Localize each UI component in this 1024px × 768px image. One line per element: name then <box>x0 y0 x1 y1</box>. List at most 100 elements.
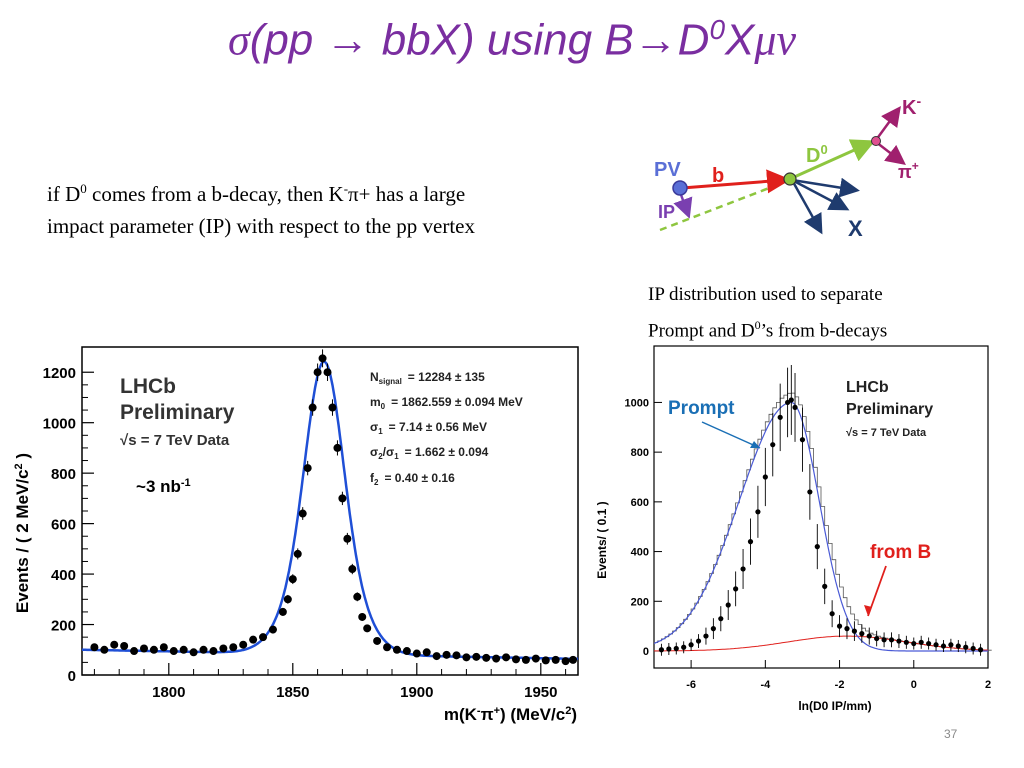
data-point <box>239 640 248 649</box>
data-point <box>189 648 198 657</box>
b-label: b <box>712 165 724 187</box>
mass-plot-x-label: m(K-π+) (MeV/c2) <box>444 705 577 724</box>
x-tick-label: 0 <box>911 679 917 691</box>
data-point <box>472 652 481 661</box>
data-point <box>442 650 451 659</box>
prompt-label: Prompt <box>668 398 735 419</box>
data-point <box>179 645 188 654</box>
data-point <box>343 534 352 543</box>
param-sigma1: σ1 = 7.14 ± 0.56 MeV <box>370 420 487 436</box>
data-point <box>688 642 694 648</box>
x-track-1 <box>791 177 860 198</box>
y-tick-label: 800 <box>631 447 649 459</box>
energy-label: √s = 7 TeV Data <box>846 427 927 439</box>
data-point <box>328 403 337 412</box>
param-f2: f2 = 0.40 ± 0.16 <box>370 471 455 487</box>
data-point <box>219 644 228 653</box>
mass-plot-x-ticks: 1800 1850 1900 1950 <box>93 663 567 701</box>
ip-plot-x-label: ln(D0 IP/mm) <box>798 699 871 713</box>
data-point <box>807 489 813 495</box>
data-point <box>199 645 208 654</box>
data-point <box>462 653 471 662</box>
x-label: X <box>848 216 863 241</box>
y-tick-label: 1000 <box>43 416 76 433</box>
data-point <box>293 549 302 558</box>
data-point <box>718 616 724 622</box>
data-point <box>733 586 739 592</box>
body-text: if D0 comes from a b-decay, then K-π+ ha… <box>47 173 475 242</box>
x-tick-label: 1950 <box>524 684 557 701</box>
pi-label: π+ <box>898 159 919 182</box>
data-point <box>681 644 687 650</box>
y-tick-label: 200 <box>631 596 649 608</box>
data-point <box>318 354 327 363</box>
data-point <box>348 565 357 574</box>
y-tick-label: 0 <box>643 646 649 658</box>
data-point <box>283 595 292 604</box>
prompt-fit-curve <box>653 401 988 652</box>
data-point <box>703 633 709 639</box>
data-point <box>970 645 976 652</box>
data-point <box>452 651 461 660</box>
data-point <box>422 648 431 657</box>
data-point <box>358 612 367 621</box>
data-point <box>851 628 857 634</box>
data-point <box>948 642 954 648</box>
data-point <box>888 637 895 643</box>
data-point <box>149 645 158 654</box>
fit-parameters: Nsignal = 12284 ± 135 m0 = 1862.559 ± 0.09… <box>370 370 523 487</box>
data-point <box>836 623 843 629</box>
param-sigma-ratio: σ2/σ1 = 1.662 ± 0.094 <box>370 445 489 461</box>
data-point <box>482 653 491 662</box>
data-point <box>725 602 731 608</box>
data-point <box>955 643 961 649</box>
data-point <box>502 653 511 662</box>
data-point <box>268 625 277 634</box>
ip-plot: 0 200 400 600 800 1000 -6 -4 -2 0 2 Events/ ( 0.1… <box>595 345 992 713</box>
data-point <box>392 645 401 654</box>
caption-line-2: Prompt and D0’s from b-decays <box>648 318 888 342</box>
param-m0: m0 = 1862.559 ± 0.094 MeV <box>370 395 523 411</box>
data-point <box>541 656 550 665</box>
data-point <box>785 399 791 406</box>
mass-plot: 0 200 400 600 800 1000 1200 1800 1850 1900 1950 E… <box>13 346 579 724</box>
data-point <box>159 643 168 652</box>
data-point <box>278 607 287 616</box>
data-point <box>298 509 307 518</box>
data-point <box>881 637 887 643</box>
data-point <box>338 494 347 503</box>
from-b-label: from B <box>870 542 931 563</box>
y-tick-label: 600 <box>631 497 649 509</box>
data-point <box>288 575 297 584</box>
data-point <box>788 397 794 403</box>
b-decay-vertex <box>783 172 797 186</box>
data-point <box>569 655 578 664</box>
param-nsignal: Nsignal = 12284 ± 135 <box>370 370 485 386</box>
x-tick-label: -4 <box>760 679 771 691</box>
data-point <box>308 403 317 412</box>
data-point <box>249 635 258 644</box>
pv-label: PV <box>654 159 681 181</box>
data-point <box>90 643 99 652</box>
data-point <box>353 592 362 601</box>
luminosity-label: ~3 nb-1 <box>136 477 191 496</box>
data-point <box>859 631 865 637</box>
y-tick-label: 1200 <box>43 365 76 382</box>
from-b-arrow-head <box>864 605 872 616</box>
prompt-arrow-head <box>750 441 760 448</box>
data-point <box>531 654 540 663</box>
data-point <box>710 626 716 632</box>
data-point <box>169 647 178 656</box>
data-point <box>383 643 392 652</box>
data-point <box>903 639 909 645</box>
x-track-2 <box>791 178 850 211</box>
x-track-3 <box>790 179 823 235</box>
ip-plot-y-label: Events/ ( 0.1 ) <box>595 501 609 578</box>
from-b-fit-curve <box>654 635 989 652</box>
data-point <box>770 442 776 448</box>
mass-plot-y-label: Events / ( 2 MeV/c2 ) <box>13 453 32 613</box>
y-tick-label: 400 <box>631 547 649 559</box>
prompt-arrow <box>701 421 761 449</box>
primary-vertex <box>672 180 688 196</box>
ip-plot-x-ticks: -6 -4 -2 0 2 <box>686 660 991 691</box>
